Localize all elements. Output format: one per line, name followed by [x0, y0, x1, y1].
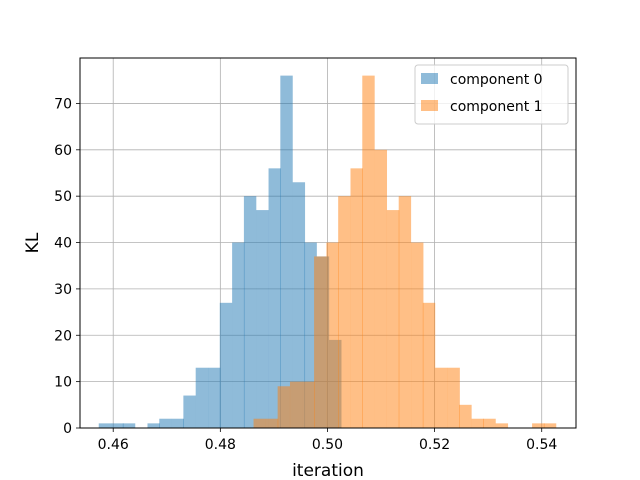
legend-box: [414, 64, 569, 125]
bars: [98, 75, 557, 428]
bar-component-0: [280, 75, 293, 428]
y-axis-label: KL: [23, 232, 43, 253]
x-axis-label: iteration: [292, 461, 364, 480]
x-tick-label: 0.46: [98, 437, 129, 453]
bar-component-1: [447, 367, 460, 428]
bar-component-1: [459, 404, 472, 428]
legend-label-component-1: component 1: [450, 99, 543, 115]
y-tick-label: 50: [54, 189, 72, 205]
bar-component-1: [471, 418, 484, 428]
bar-component-1: [326, 242, 339, 428]
y-tick-label: 70: [54, 96, 72, 112]
bar-component-1: [495, 423, 509, 428]
plot-frame: [79, 57, 577, 429]
ticks: 0.46 0.48 0.50 0.52 0.54 0 10 20 30 40 50 60 70: [54, 96, 557, 453]
bar-component-1: [386, 210, 400, 428]
bar-component-1: [398, 196, 412, 428]
bar-component-0: [183, 395, 196, 428]
bar-component-0: [171, 418, 184, 428]
bar-component-0: [232, 242, 245, 428]
bar-component-1: [362, 75, 375, 428]
x-tick-label: 0.48: [205, 437, 236, 453]
bar-component-1: [302, 381, 315, 428]
bar-component-0: [98, 423, 112, 428]
series-component-1: [253, 75, 557, 428]
bar-component-0: [256, 210, 269, 428]
bar-component-1: [314, 256, 327, 428]
bar-component-1: [350, 168, 363, 428]
bar-component-0: [195, 367, 209, 428]
legend-label-component-0: component 0: [450, 72, 543, 88]
y-tick-label: 10: [54, 375, 72, 391]
bar-component-1: [265, 418, 279, 428]
bar-component-0: [268, 168, 281, 428]
bar-component-1: [435, 367, 448, 428]
bar-component-1: [374, 149, 388, 428]
bar-component-0: [111, 423, 124, 428]
bar-component-0: [219, 302, 233, 428]
bar-component-1: [411, 242, 424, 428]
y-tick-label: 40: [54, 236, 72, 252]
bar-component-0: [243, 196, 257, 428]
bar-component-1: [338, 196, 351, 428]
bar-component-0: [122, 423, 136, 428]
y-tick-label: 60: [54, 143, 72, 159]
bar-component-0: [159, 418, 172, 428]
bar-component-1: [253, 418, 266, 428]
y-tick-label: 0: [63, 421, 72, 437]
bar-component-0: [147, 423, 160, 428]
y-tick-label: 20: [54, 328, 72, 344]
bar-component-1: [483, 418, 496, 428]
bar-component-1: [277, 386, 291, 428]
legend: component 0 component 1: [414, 64, 569, 125]
bar-component-0: [292, 182, 306, 428]
bar-component-1: [422, 302, 436, 428]
x-tick-label: 0.52: [419, 437, 450, 453]
bar-component-1: [543, 423, 557, 428]
legend-swatch-component-0: [421, 73, 438, 84]
bar-component-0: [208, 367, 221, 428]
legend-swatch-component-1: [421, 100, 438, 111]
y-tick-label: 30: [54, 282, 72, 298]
bar-component-1: [532, 423, 545, 428]
bar-component-1: [289, 381, 303, 428]
x-tick-label: 0.54: [526, 437, 557, 453]
x-tick-label: 0.50: [312, 437, 343, 453]
